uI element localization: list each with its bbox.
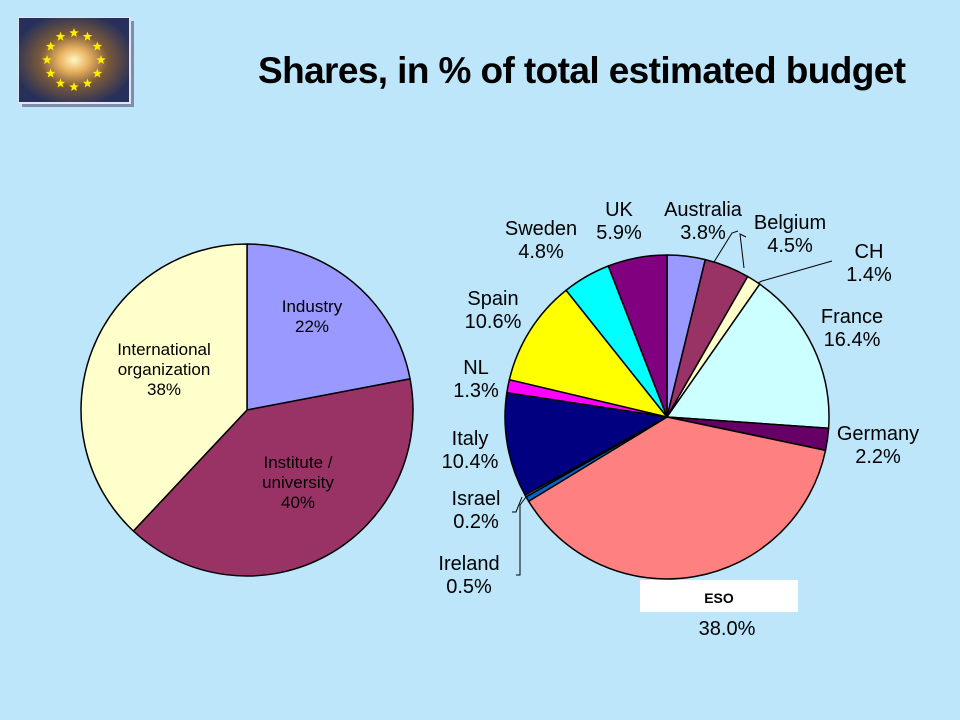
right-pie-leader-australia — [713, 230, 739, 263]
page-title: Shares, in % of total estimated budget — [258, 50, 906, 91]
right-pie-label-spain: Spain 10.6% — [465, 288, 522, 333]
logo-star-icon — [92, 68, 103, 78]
right-pie-slice-italy — [504, 391, 668, 496]
left-pie-chart: Industry 22% Institute / university 40% Inter… — [80, 243, 414, 577]
logo-star-icon — [82, 78, 93, 88]
right-pie-label-australia: Australia 3.8% — [664, 199, 743, 244]
logo-eu-stars-icon — [18, 17, 134, 107]
left-pie-slice-international — [80, 243, 248, 532]
logo-star-icon — [82, 31, 93, 41]
right-pie-label-ireland: Ireland 0.5% — [438, 553, 499, 598]
logo-star-icon — [69, 82, 79, 91]
logo-star-icon — [45, 41, 56, 51]
logo-star-icon — [55, 31, 66, 41]
right-pie-label-italy: Italy 10.4% — [442, 428, 499, 473]
right-pie-label-uk: UK 5.9% — [596, 199, 642, 244]
right-pie-label-sweden: Sweden 4.8% — [505, 218, 577, 263]
right-pie-label-france: France 16.4% — [821, 306, 883, 351]
right-pie-slice-france — [666, 283, 830, 429]
logo-star-icon — [42, 55, 52, 64]
right-pie-chart: Australia 3.8% Belgium 4.5% CH 1.4% France 16.4… — [438, 199, 919, 640]
right-pie-slice-eso — [527, 416, 827, 580]
left-pie-slice-industry — [246, 243, 411, 411]
right-pie-slice-spain — [508, 289, 668, 418]
left-pie-label-institute: Institute / university 40% — [262, 453, 334, 512]
right-pie-label-eso-value: 38.0% — [699, 618, 756, 640]
logo-star-icon — [92, 41, 103, 51]
right-pie-leader-ch — [757, 260, 833, 284]
logo-star-icon — [96, 55, 106, 64]
right-pie-slice-uk — [607, 254, 668, 418]
right-pie-label-eso-name: ESO — [704, 590, 734, 606]
right-pie-label-belgium: Belgium 4.5% — [754, 212, 826, 257]
right-pie-leader-belgium — [739, 233, 747, 269]
logo-star-icon — [69, 28, 79, 37]
right-pie-label-germany: Germany 2.2% — [837, 423, 919, 468]
left-pie-label-industry: Industry 22% — [282, 297, 343, 336]
logo-star-icon — [55, 78, 66, 88]
right-pie-label-israel: Israel 0.2% — [452, 488, 501, 533]
right-pie-label-ch: CH 1.4% — [846, 241, 892, 286]
right-pie-leader-israel — [512, 496, 523, 513]
left-pie-label-international: International organization 38% — [117, 340, 211, 399]
right-pie-label-nl: NL 1.3% — [453, 357, 499, 402]
left-pie-slice-institute — [132, 378, 414, 577]
eso-label-box — [640, 580, 798, 612]
logo-star-icon — [45, 68, 56, 78]
right-pie-leader-ireland — [516, 496, 527, 576]
